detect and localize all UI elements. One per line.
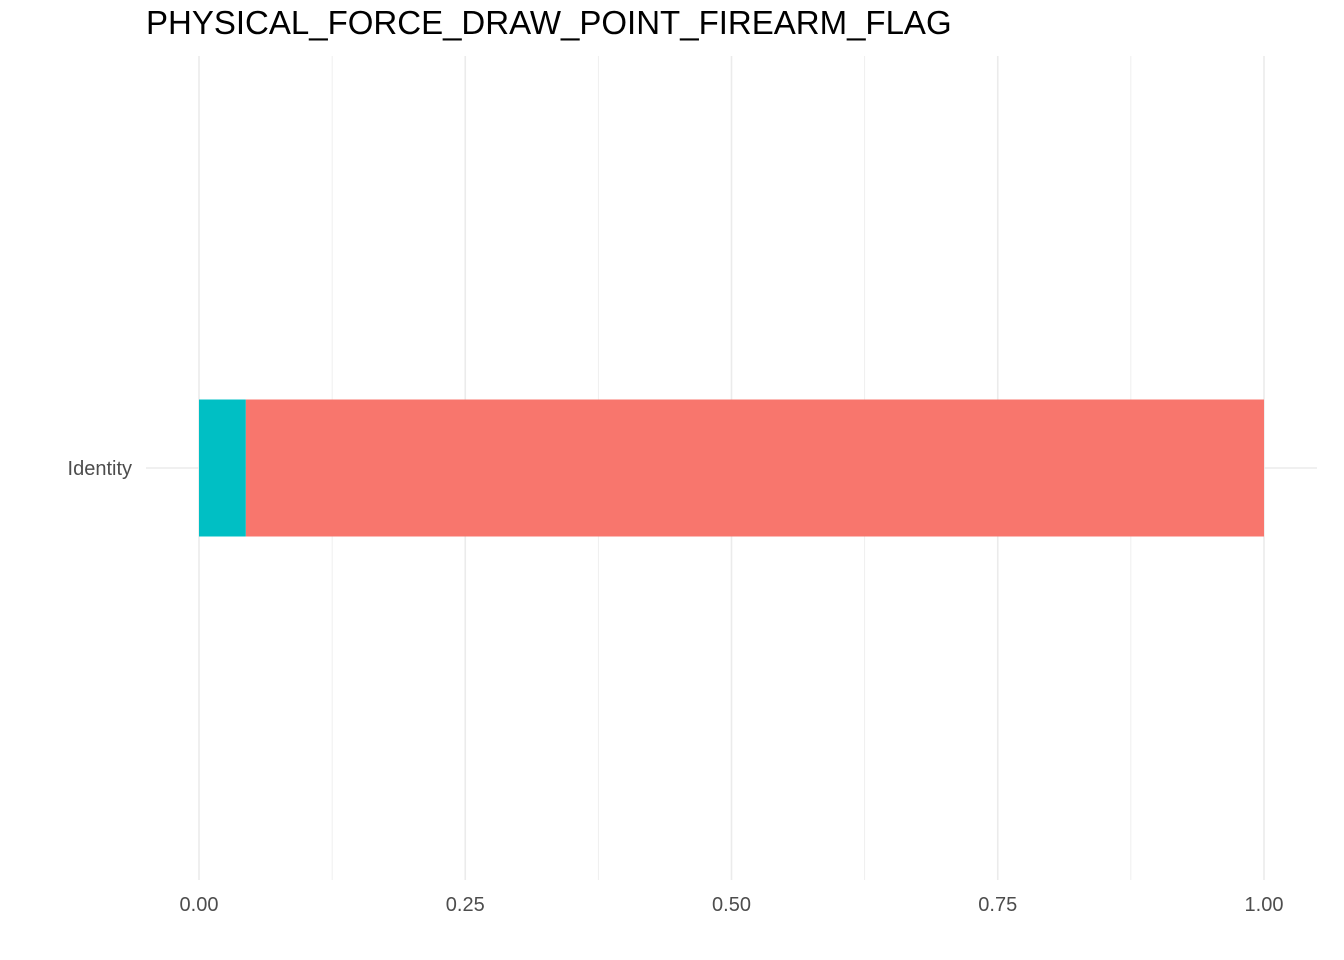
x-tick-label: 1.00	[1245, 894, 1284, 916]
x-tick-label: 0.00	[180, 894, 219, 916]
chart-title: PHYSICAL_FORCE_DRAW_POINT_FIREARM_FLAG	[146, 4, 952, 41]
y-tick-label: Identity	[68, 458, 132, 480]
bar-segment-1	[199, 399, 246, 537]
bar-segment-2	[245, 399, 1265, 537]
x-tick-label: 0.25	[446, 894, 485, 916]
x-tick-label: 0.50	[712, 894, 751, 916]
y-axis-tick-labels: Identity	[68, 458, 132, 480]
x-axis-tick-labels: 0.00 0.25 0.50 0.75 1.00	[180, 894, 1284, 916]
bars	[199, 399, 1265, 537]
x-tick-label: 0.75	[978, 894, 1017, 916]
